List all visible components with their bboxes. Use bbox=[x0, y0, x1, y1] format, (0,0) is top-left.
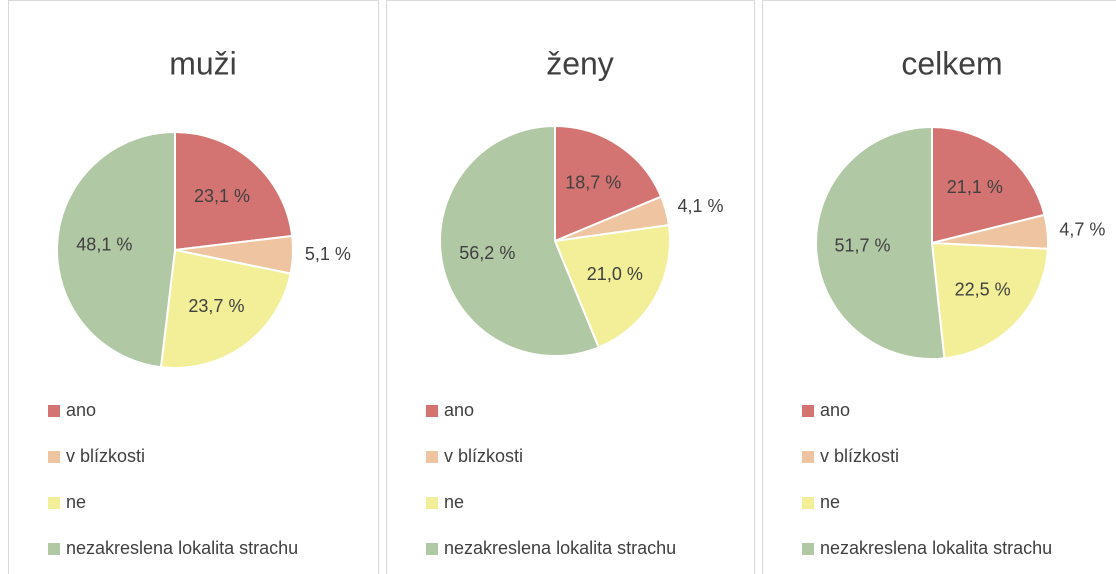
panel-border bbox=[762, 0, 1116, 574]
legend-swatch bbox=[48, 543, 60, 555]
panel-border bbox=[8, 0, 379, 574]
legend-swatch bbox=[48, 405, 60, 417]
legend-label: ne bbox=[820, 492, 840, 512]
legend-label: ano bbox=[444, 400, 474, 420]
data-label: 4,7 % bbox=[1059, 219, 1105, 239]
legend-swatch bbox=[426, 543, 438, 555]
data-label: 21,0 % bbox=[587, 264, 643, 284]
legend-swatch bbox=[426, 497, 438, 509]
legend-label: v blízkosti bbox=[820, 446, 899, 466]
data-label: 5,1 % bbox=[305, 244, 351, 264]
pie-slice bbox=[931, 125, 1046, 245]
data-label: 23,7 % bbox=[188, 296, 244, 316]
legend-label: ne bbox=[66, 492, 86, 512]
panel-border bbox=[386, 0, 755, 574]
legend-swatch bbox=[802, 543, 814, 555]
pie-slice bbox=[439, 124, 600, 357]
legend-label: ano bbox=[66, 400, 96, 420]
pie-slice bbox=[815, 125, 946, 360]
pie-slice bbox=[56, 130, 176, 369]
chart-title: ženy bbox=[546, 45, 614, 81]
legend-label: v blízkosti bbox=[444, 446, 523, 466]
data-label: 21,1 % bbox=[947, 177, 1003, 197]
data-label: 22,5 % bbox=[955, 280, 1011, 300]
pie-slice bbox=[174, 130, 294, 252]
legend-label: nezakreslena lokalita strachu bbox=[444, 538, 676, 558]
data-label: 51,7 % bbox=[834, 235, 890, 255]
legend-label: nezakreslena lokalita strachu bbox=[820, 538, 1052, 558]
pie-slice bbox=[159, 248, 292, 369]
legend-label: ano bbox=[820, 400, 850, 420]
legend-swatch bbox=[48, 497, 60, 509]
legend-label: v blízkosti bbox=[66, 446, 145, 466]
chart-title: celkem bbox=[901, 45, 1002, 81]
legend-label: ne bbox=[444, 492, 464, 512]
legend-swatch bbox=[426, 451, 438, 463]
legend-swatch bbox=[802, 451, 814, 463]
legend-label: nezakreslena lokalita strachu bbox=[66, 538, 298, 558]
data-label: 23,1 % bbox=[194, 186, 250, 206]
legend-swatch bbox=[802, 497, 814, 509]
legend-swatch bbox=[426, 405, 438, 417]
data-label: 4,1 % bbox=[677, 196, 723, 216]
data-label: 18,7 % bbox=[565, 172, 621, 192]
legend-swatch bbox=[802, 405, 814, 417]
pie-slice bbox=[930, 241, 1049, 360]
data-label: 56,2 % bbox=[459, 243, 515, 263]
data-label: 48,1 % bbox=[76, 235, 132, 255]
pie-slice bbox=[553, 224, 671, 349]
chart-title: muži bbox=[169, 45, 237, 81]
pie-slice bbox=[554, 124, 663, 243]
legend-swatch bbox=[48, 451, 60, 463]
